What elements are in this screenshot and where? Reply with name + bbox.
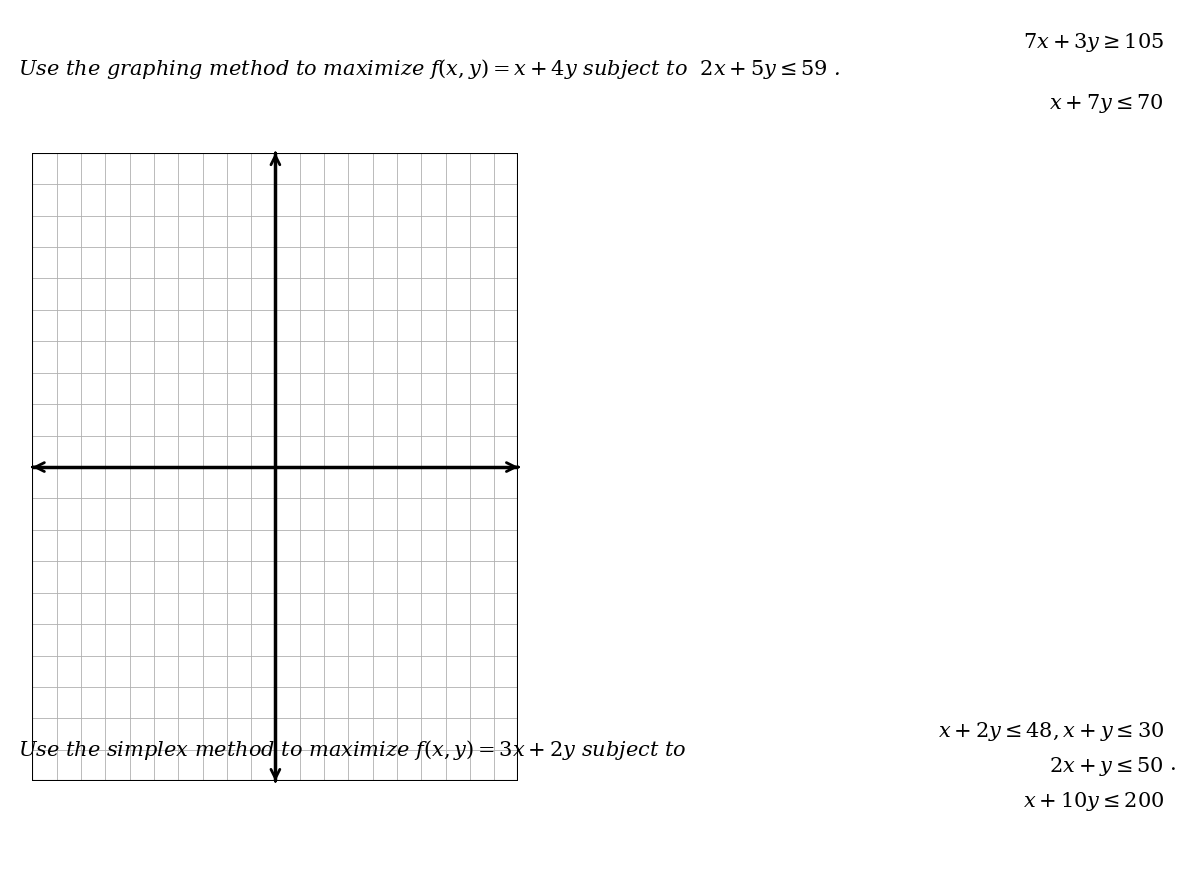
Text: $x + 2y \leq 48, x + y \leq 30$: $x + 2y \leq 48, x + y \leq 30$ bbox=[937, 720, 1164, 743]
Text: .: . bbox=[1170, 755, 1177, 774]
Text: $x + 7y \leq 70$: $x + 7y \leq 70$ bbox=[1049, 92, 1164, 114]
Text: $7x + 3y \geq 105$: $7x + 3y \geq 105$ bbox=[1022, 31, 1164, 53]
Text: Use the simplex method to maximize $f(x, y) = 3x + 2y$ subject to: Use the simplex method to maximize $f(x,… bbox=[18, 738, 686, 761]
Text: Use the graphing method to maximize $f(x, y) = x + 4y$ subject to  $2x + 5y \leq: Use the graphing method to maximize $f(x… bbox=[18, 57, 840, 80]
Text: $x + 10y \leq 200$: $x + 10y \leq 200$ bbox=[1022, 790, 1164, 813]
Text: $2x + y \leq 50$: $2x + y \leq 50$ bbox=[1049, 755, 1164, 778]
